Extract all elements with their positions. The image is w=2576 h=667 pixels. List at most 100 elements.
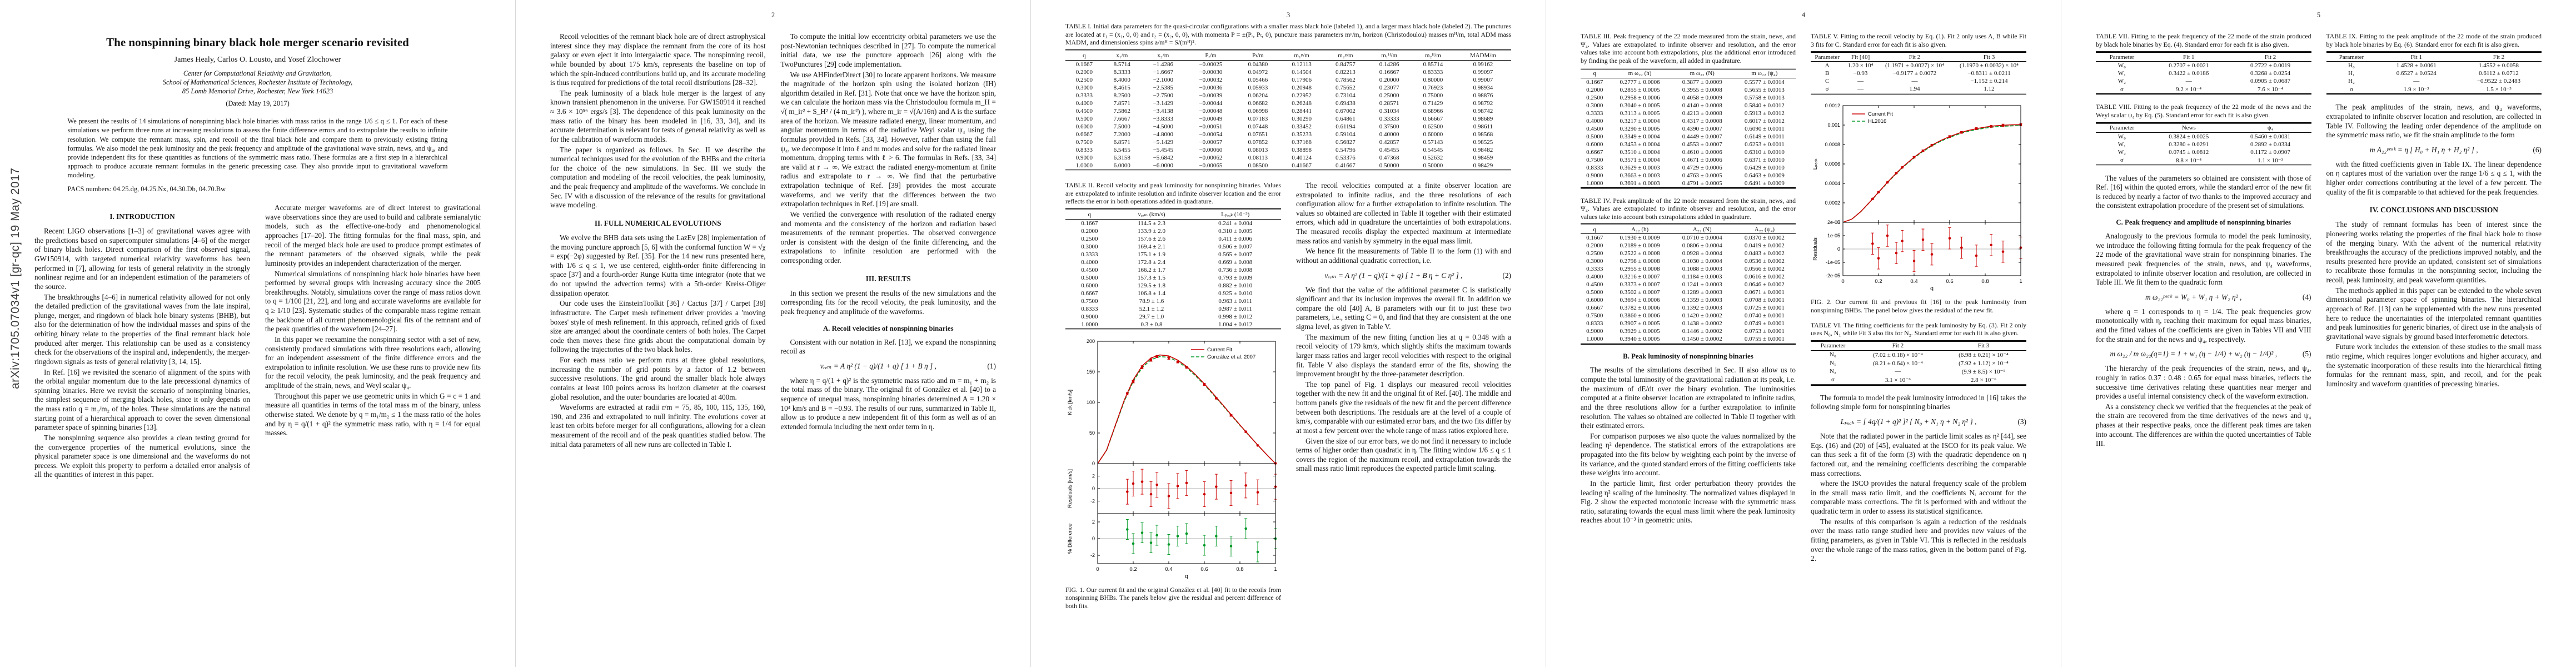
svg-text:0: 0 bbox=[1092, 486, 1095, 491]
svg-text:% Difference: % Difference bbox=[1067, 524, 1073, 554]
table-6-caption: TABLE VI. The fitting coefficients for t… bbox=[1811, 321, 2026, 337]
equation-number: (1) bbox=[987, 361, 996, 370]
svg-text:0.0012: 0.0012 bbox=[1825, 103, 1840, 108]
paragraph: The maximum of the new fitting function … bbox=[1296, 332, 1511, 379]
text-column: TABLE VII. Fitting to the peak frequency… bbox=[2096, 32, 2311, 450]
svg-text:Residuals: Residuals bbox=[1812, 237, 1818, 261]
table-3-caption: TABLE III. Peak frequency of the 22 mode… bbox=[1581, 32, 1796, 64]
page-number: 3 bbox=[1286, 11, 1291, 19]
svg-text:q: q bbox=[1930, 285, 1934, 292]
equation-number: (5) bbox=[2302, 350, 2311, 359]
equation-number: (6) bbox=[2533, 145, 2542, 154]
table-2: TABLE II. Recoil velocity and peak lumin… bbox=[1065, 181, 1281, 330]
table-9-caption: TABLE IX. Fitting to the peak amplitude … bbox=[2326, 32, 2542, 48]
table-9: TABLE IX. Fitting to the peak amplitude … bbox=[2326, 32, 2542, 96]
svg-text:-2: -2 bbox=[1090, 498, 1095, 504]
abstract: We present the results of 14 simulations… bbox=[67, 117, 448, 180]
page-number: 4 bbox=[1801, 11, 1806, 19]
paragraph: where the ISCO provides the natural freq… bbox=[1811, 479, 2026, 515]
svg-text:HL2016: HL2016 bbox=[1868, 118, 1886, 125]
pacs-line: PACS numbers: 04.25.dg, 04.25.Nx, 04.30.… bbox=[67, 185, 226, 193]
paragraph: The breakthroughs [4–6] in numerical rel… bbox=[34, 292, 250, 366]
paragraph: Future work includes the extension of th… bbox=[2326, 342, 2542, 388]
paragraph: Accurate merger waveforms are of direct … bbox=[265, 203, 481, 267]
svg-text:0.8: 0.8 bbox=[1236, 566, 1243, 573]
paragraph: Throughout this paper we use geometric u… bbox=[265, 391, 481, 437]
affiliation-line: 85 Lomb Memorial Drive, Rochester, New Y… bbox=[182, 87, 333, 96]
svg-text:1e-05: 1e-05 bbox=[1827, 233, 1840, 238]
table-5-grid: Parameter Fit [40] Fit 2 Fit 3 A 1.20 × 10⁴ (1… bbox=[1811, 51, 2026, 95]
paragraph: Given the size of our error bars, we do … bbox=[1296, 436, 1511, 473]
paragraph: To compute the initial low eccentricity … bbox=[780, 32, 996, 68]
section-heading-numerics: II. FULL NUMERICAL EVOLUTIONS bbox=[594, 218, 721, 227]
paragraph: Waveforms are extracted at radii r/m = 7… bbox=[550, 403, 766, 449]
equation-body: m ω₂₂ᵖᵉᵃᵏ = W₀ + W₁ η + W₂ η² , bbox=[2145, 292, 2242, 301]
equation-body: vᵣₑₘ = A η² (1 − q)/(1 + q) [ 1 + B η + … bbox=[1324, 271, 1463, 280]
paragraph: The paper is organized as follows. In Se… bbox=[550, 145, 766, 210]
table-4-caption: TABLE IV. Peak amplitude of the 22 mode … bbox=[1581, 196, 1796, 221]
text-column: The recoil velocities computed at a fini… bbox=[1296, 181, 1511, 617]
svg-text:0: 0 bbox=[1096, 566, 1099, 573]
equation-1: vᵣₑₘ = A η² (1 − q)/(1 + q) [ 1 + B η ] … bbox=[781, 362, 996, 371]
text-column: Recoil velocities of the remnant black h… bbox=[550, 32, 766, 450]
table-4: TABLE IV. Peak amplitude of the 22 mode … bbox=[1581, 197, 1796, 345]
paragraph: In the particle limit, first order pertu… bbox=[1581, 479, 1796, 525]
equation-2: vᵣₑₘ = A η² (1 − q)/(1 + q) [ 1 + B η + … bbox=[1296, 271, 1511, 280]
paragraph: Analogously to the previous formula to m… bbox=[2096, 232, 2311, 287]
paragraph: In Ref. [16] we revisited the scenario o… bbox=[34, 367, 250, 432]
equation-6: m A₂₂ᵖᵉᵃᵏ = η [ H₀ + H₁ η + H₂ η² ] , (6… bbox=[2326, 146, 2542, 155]
table-7-grid: Parameter Fit 1 Fit 2 W₀ 0.2707 ± 0.0021 0.27… bbox=[2096, 51, 2311, 96]
equation-5: m ω₂₂ / m ω₂₂(q=1) = 1 + w₁ (η − 1/4) + … bbox=[2096, 350, 2311, 359]
paragraph: In this paper we reexamine the nonspinni… bbox=[265, 335, 481, 390]
svg-text:0: 0 bbox=[1092, 536, 1095, 541]
svg-text:0: 0 bbox=[1841, 278, 1844, 285]
svg-text:0.001: 0.001 bbox=[1827, 122, 1840, 128]
two-column-body: I. INTRODUCTION Recent LIGO observations… bbox=[34, 203, 481, 481]
table-1: TABLE I. Initial data parameters for the… bbox=[1065, 22, 1511, 171]
paragraph: We hence fit the measurements of Table I… bbox=[1296, 247, 1511, 265]
svg-text:200: 200 bbox=[1087, 339, 1095, 344]
paragraph: The methods applied in this paper can be… bbox=[2326, 286, 2542, 341]
page-number: 2 bbox=[771, 11, 775, 19]
table-5-caption: TABLE V. Fitting to the recoil velocity … bbox=[1811, 32, 2026, 48]
svg-text:-2: -2 bbox=[1090, 552, 1095, 558]
two-column-body: TABLE II. Recoil velocity and peak lumin… bbox=[1065, 181, 1511, 617]
table-4-grid: q A₂₂ (h) A₂₂ (N) A₂₂ (ψ₄) 0.1667 0.1930 ± 0.… bbox=[1581, 223, 1796, 345]
paragraph: where η = q/(1 + q)² is the symmetric ma… bbox=[780, 376, 996, 431]
two-column-body: Recoil velocities of the remnant black h… bbox=[550, 32, 996, 450]
svg-text:0.8: 0.8 bbox=[1981, 278, 1989, 285]
equation-body: vᵣₑₘ = A η² (1 − q)/(1 + q) [ 1 + B η ] … bbox=[820, 361, 936, 370]
table-1-caption: TABLE I. Initial data parameters for the… bbox=[1065, 22, 1511, 47]
svg-text:150: 150 bbox=[1087, 369, 1095, 375]
paragraph: Recent LIGO observations [1–3] of gravit… bbox=[34, 227, 250, 291]
equation-number: (3) bbox=[2017, 417, 2026, 426]
paragraph: where q = 1 corresponds to η = 1/4. The … bbox=[2096, 307, 2311, 344]
paper-authors: James Healy, Carlos O. Lousto, and Yosef… bbox=[174, 55, 341, 64]
paragraph: In this section we present the results o… bbox=[780, 288, 996, 316]
svg-text:0.4: 0.4 bbox=[1910, 278, 1917, 285]
text-column: TABLE IX. Fitting to the peak amplitude … bbox=[2326, 32, 2542, 450]
table-9-grid: Parameter Fit 1 Fit 2 H₀ 1.4528 ± 0.0061 1.45… bbox=[2326, 51, 2542, 96]
page-number: 5 bbox=[2316, 11, 2321, 19]
two-column-body: TABLE VII. Fitting to the peak frequency… bbox=[2096, 32, 2542, 450]
figure-2: 0 0.0002 0.0004 0.0006 0.0008 0.001 0.0012 Lₚₑₐ… bbox=[1811, 102, 2026, 314]
paragraph: Note that the radiated power in the part… bbox=[1811, 432, 2026, 477]
table-1-grid: q x₁/m x₂/m Pᵣ/m Pₜ/m m₁ᵖ/m m₂ᵖ/m m₁ᴴ/m m₂ᴴ/m MAD… bbox=[1065, 49, 1511, 171]
paragraph: The nonspinning sequence also provides a… bbox=[34, 433, 250, 479]
paragraph: We evolve the BHB data sets using the La… bbox=[550, 233, 766, 297]
section-heading-introduction: I. INTRODUCTION bbox=[109, 212, 175, 221]
svg-text:2: 2 bbox=[1092, 473, 1095, 479]
svg-text:0.2: 0.2 bbox=[1875, 278, 1882, 285]
svg-text:0.6: 0.6 bbox=[1200, 566, 1208, 573]
text-column: TABLE III. Peak frequency of the 22 mode… bbox=[1581, 32, 1796, 565]
paragraph: The top panel of Fig. 1 displays our mea… bbox=[1296, 380, 1511, 435]
svg-text:-2e-05: -2e-05 bbox=[1826, 273, 1840, 278]
table-3: TABLE III. Peak frequency of the 22 mode… bbox=[1581, 32, 1796, 189]
svg-text:2e-05: 2e-05 bbox=[1827, 220, 1840, 225]
paragraph: Consistent with our notation in Ref. [13… bbox=[780, 337, 996, 356]
table-7-caption: TABLE VII. Fitting to the peak frequency… bbox=[2096, 32, 2311, 48]
svg-text:Lₚₑₐₖ: Lₚₑₐₖ bbox=[1812, 158, 1818, 170]
svg-text:0.4: 0.4 bbox=[1165, 566, 1172, 573]
svg-text:2: 2 bbox=[1092, 519, 1095, 525]
